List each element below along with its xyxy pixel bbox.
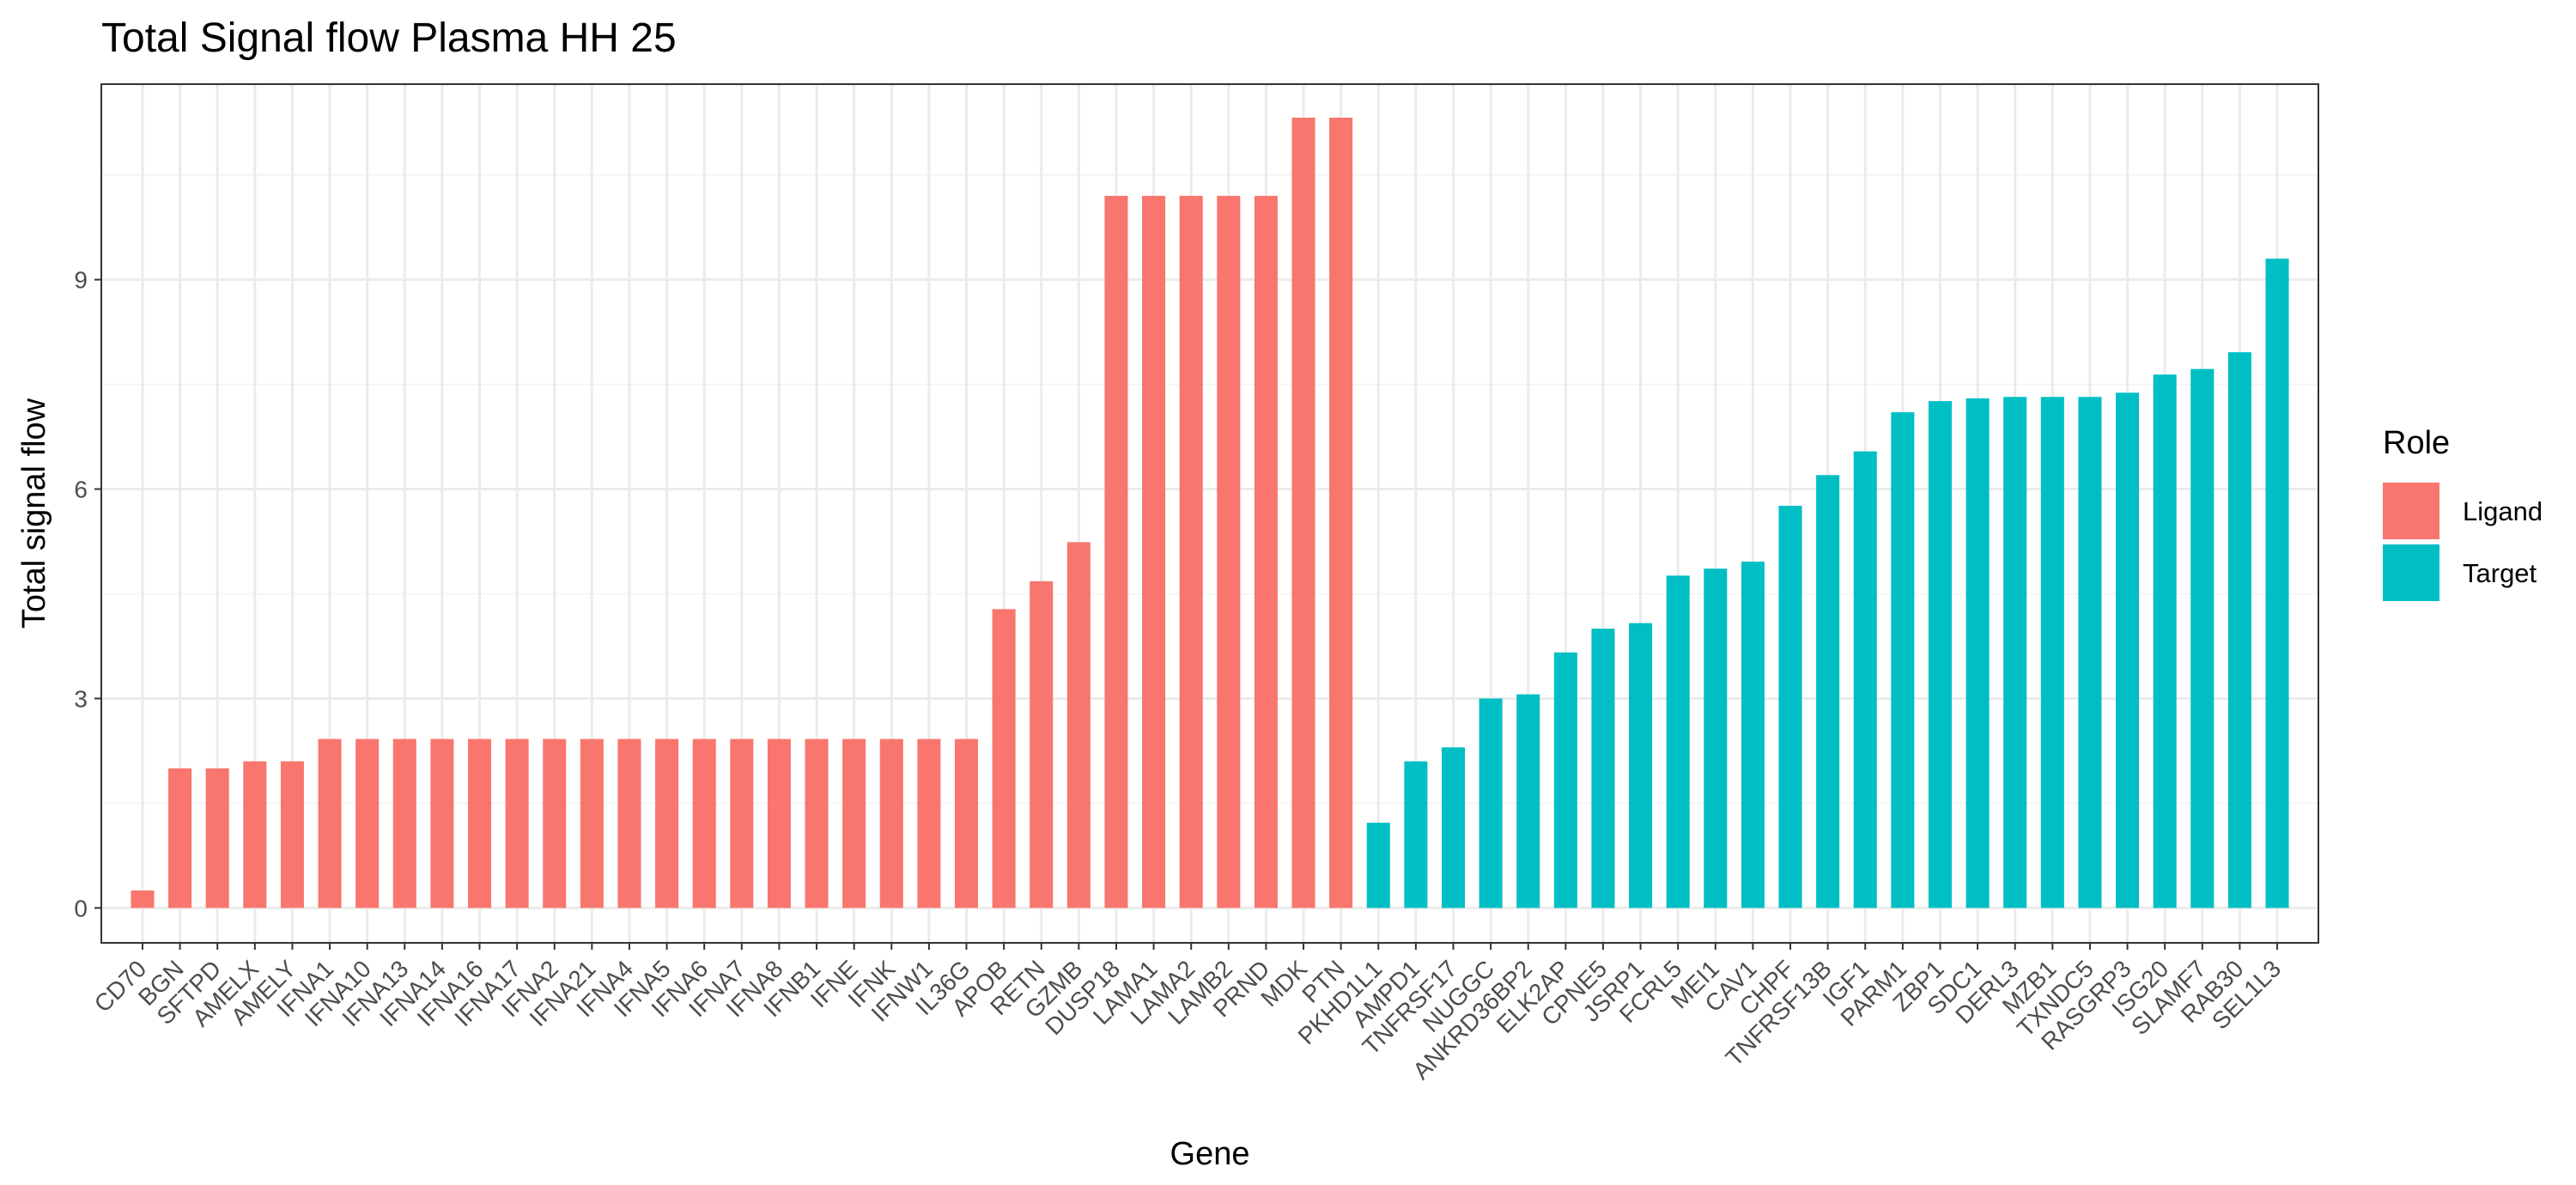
bar-ifna10 <box>355 738 380 908</box>
bar-sftpd <box>205 768 229 908</box>
bar-ifnb1 <box>805 738 829 908</box>
bar-rasgrp3 <box>2116 392 2140 908</box>
legend: Role Ligand Target <box>2383 425 2543 601</box>
bar-elk2ap <box>1553 652 1577 908</box>
bar-ifna13 <box>392 738 416 908</box>
bar-zbp1 <box>1928 401 1953 908</box>
legend-label-target: Target <box>2463 558 2537 588</box>
bar-ifna14 <box>430 738 454 908</box>
bar-tnfrsf17 <box>1441 747 1466 908</box>
bar-bgn <box>168 768 192 908</box>
bar-ampd1 <box>1404 761 1428 908</box>
bar-ifna5 <box>655 738 679 908</box>
bar-ifna16 <box>467 738 492 908</box>
bar-derl3 <box>2003 397 2027 908</box>
bar-sel1l3 <box>2265 258 2289 908</box>
bar-jsrp1 <box>1629 623 1653 908</box>
bar-ifna6 <box>692 738 716 908</box>
bar-igf1 <box>1853 451 1877 908</box>
bar-ifna8 <box>767 738 791 908</box>
bar-rab30 <box>2227 352 2251 908</box>
bar-lama1 <box>1142 196 1166 908</box>
bar-lamb2 <box>1217 196 1241 908</box>
bar-il36g <box>954 738 979 908</box>
y-tick-label: 3 <box>74 685 88 712</box>
bar-ifna7 <box>730 738 754 908</box>
bar-lama2 <box>1179 196 1203 908</box>
legend-key-ligand <box>2383 483 2439 539</box>
bar-ifna4 <box>617 738 641 908</box>
legend-title: Role <box>2383 425 2450 461</box>
plot-border <box>100 83 2319 944</box>
bar-retn <box>1030 580 1054 908</box>
chart-title: Total Signal flow Plasma HH 25 <box>101 15 677 61</box>
bar-prnd <box>1254 196 1278 908</box>
bar-ifnk <box>879 738 903 908</box>
bar-sdc1 <box>1965 398 1990 908</box>
legend-label-ligand: Ligand <box>2463 496 2543 526</box>
bar-ifne <box>842 738 866 908</box>
bar-dusp18 <box>1104 196 1128 908</box>
bar-ifna1 <box>318 738 342 908</box>
y-axis-title: Total signal flow <box>16 398 52 629</box>
y-tick-label: 9 <box>74 267 88 294</box>
bar-fcrl5 <box>1666 575 1690 908</box>
bar-ankrd36bp2 <box>1516 694 1540 908</box>
bar-ifnw1 <box>917 738 941 908</box>
y-tick-label: 6 <box>74 477 88 503</box>
bar-cav1 <box>1741 562 1765 908</box>
bars <box>131 118 2289 908</box>
bar-ifna2 <box>543 738 567 908</box>
bar-pkhd1l1 <box>1366 823 1390 908</box>
bar-ifna21 <box>580 738 604 908</box>
bar-amelx <box>243 761 267 908</box>
bar-mzb1 <box>2040 397 2064 908</box>
bar-cd70 <box>131 890 155 908</box>
bar-mei1 <box>1704 568 1728 908</box>
bar-isg20 <box>2153 374 2177 908</box>
bar-ptn <box>1329 118 1353 908</box>
bar-tnfrsf13b <box>1816 475 1840 908</box>
bar-txndc5 <box>2078 397 2102 908</box>
bar-slamf7 <box>2190 368 2215 908</box>
bar-ifna17 <box>505 738 529 908</box>
bar-cpne5 <box>1591 629 1615 908</box>
bar-gzmb <box>1066 542 1091 908</box>
bar-parm1 <box>1891 412 1915 908</box>
bar-chpf <box>1778 506 1802 908</box>
bar-amely <box>280 761 304 908</box>
bar-mdk <box>1291 118 1315 908</box>
legend-key-target <box>2383 544 2439 601</box>
x-axis-title: Gene <box>1170 1136 1250 1172</box>
y-tick-label: 0 <box>74 895 88 921</box>
bar-nuggc <box>1479 698 1503 908</box>
bar-apob <box>992 609 1016 908</box>
